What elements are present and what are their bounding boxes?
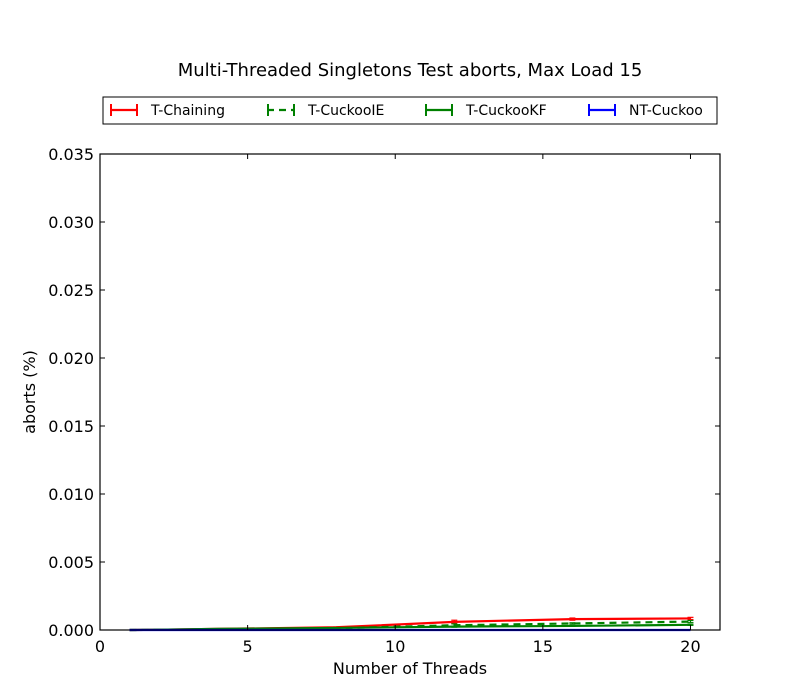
y-tick-label: 0.025 [48,281,94,300]
y-tick-label: 0.020 [48,349,94,368]
y-tick-label: 0.030 [48,213,94,232]
legend: T-Chaining T-CuckooIE T-CuckooKF NT-Cuckoo [102,96,718,125]
series-layer [129,616,694,632]
x-tick-label: 0 [95,637,105,656]
chart-title: Multi-Threaded Singletons Test aborts, M… [178,60,643,81]
plot-frame [99,153,721,631]
y-tick-label: 0.000 [48,621,94,640]
legend-label: T-CuckooKF [465,103,547,119]
legend-item: T-CuckooKF [425,103,547,119]
y-tick-label: 0.005 [48,553,94,572]
x-tick-label: 15 [533,637,553,656]
legend-item: NT-Cuckoo [588,103,703,119]
legend-label: T-CuckooIE [307,103,384,119]
x-axis-label: Number of Threads [333,659,487,678]
legend-label: NT-Cuckoo [629,103,703,119]
y-axis-label: aborts (%) [20,350,39,434]
legend-items: T-Chaining T-CuckooIE T-CuckooKF NT-Cuckoo [110,103,703,119]
ticks-layer: 0 5 10 15 20 0.000 0.005 0.010 0.015 0.020 0.025 0.… [48,145,720,656]
y-tick-label: 0.010 [48,485,94,504]
x-tick-label: 20 [680,637,700,656]
y-tick-label: 0.015 [48,417,94,436]
legend-item: T-CuckooIE [267,103,384,119]
plot-area: 0 5 10 15 20 0.000 0.005 0.010 0.015 0.020 0.025 0.… [48,145,721,656]
legend-label: T-Chaining [150,103,225,119]
x-tick-label: 5 [243,637,253,656]
legend-item: T-Chaining [110,103,225,119]
y-tick-label: 0.035 [48,145,94,164]
x-tick-label: 10 [385,637,405,656]
